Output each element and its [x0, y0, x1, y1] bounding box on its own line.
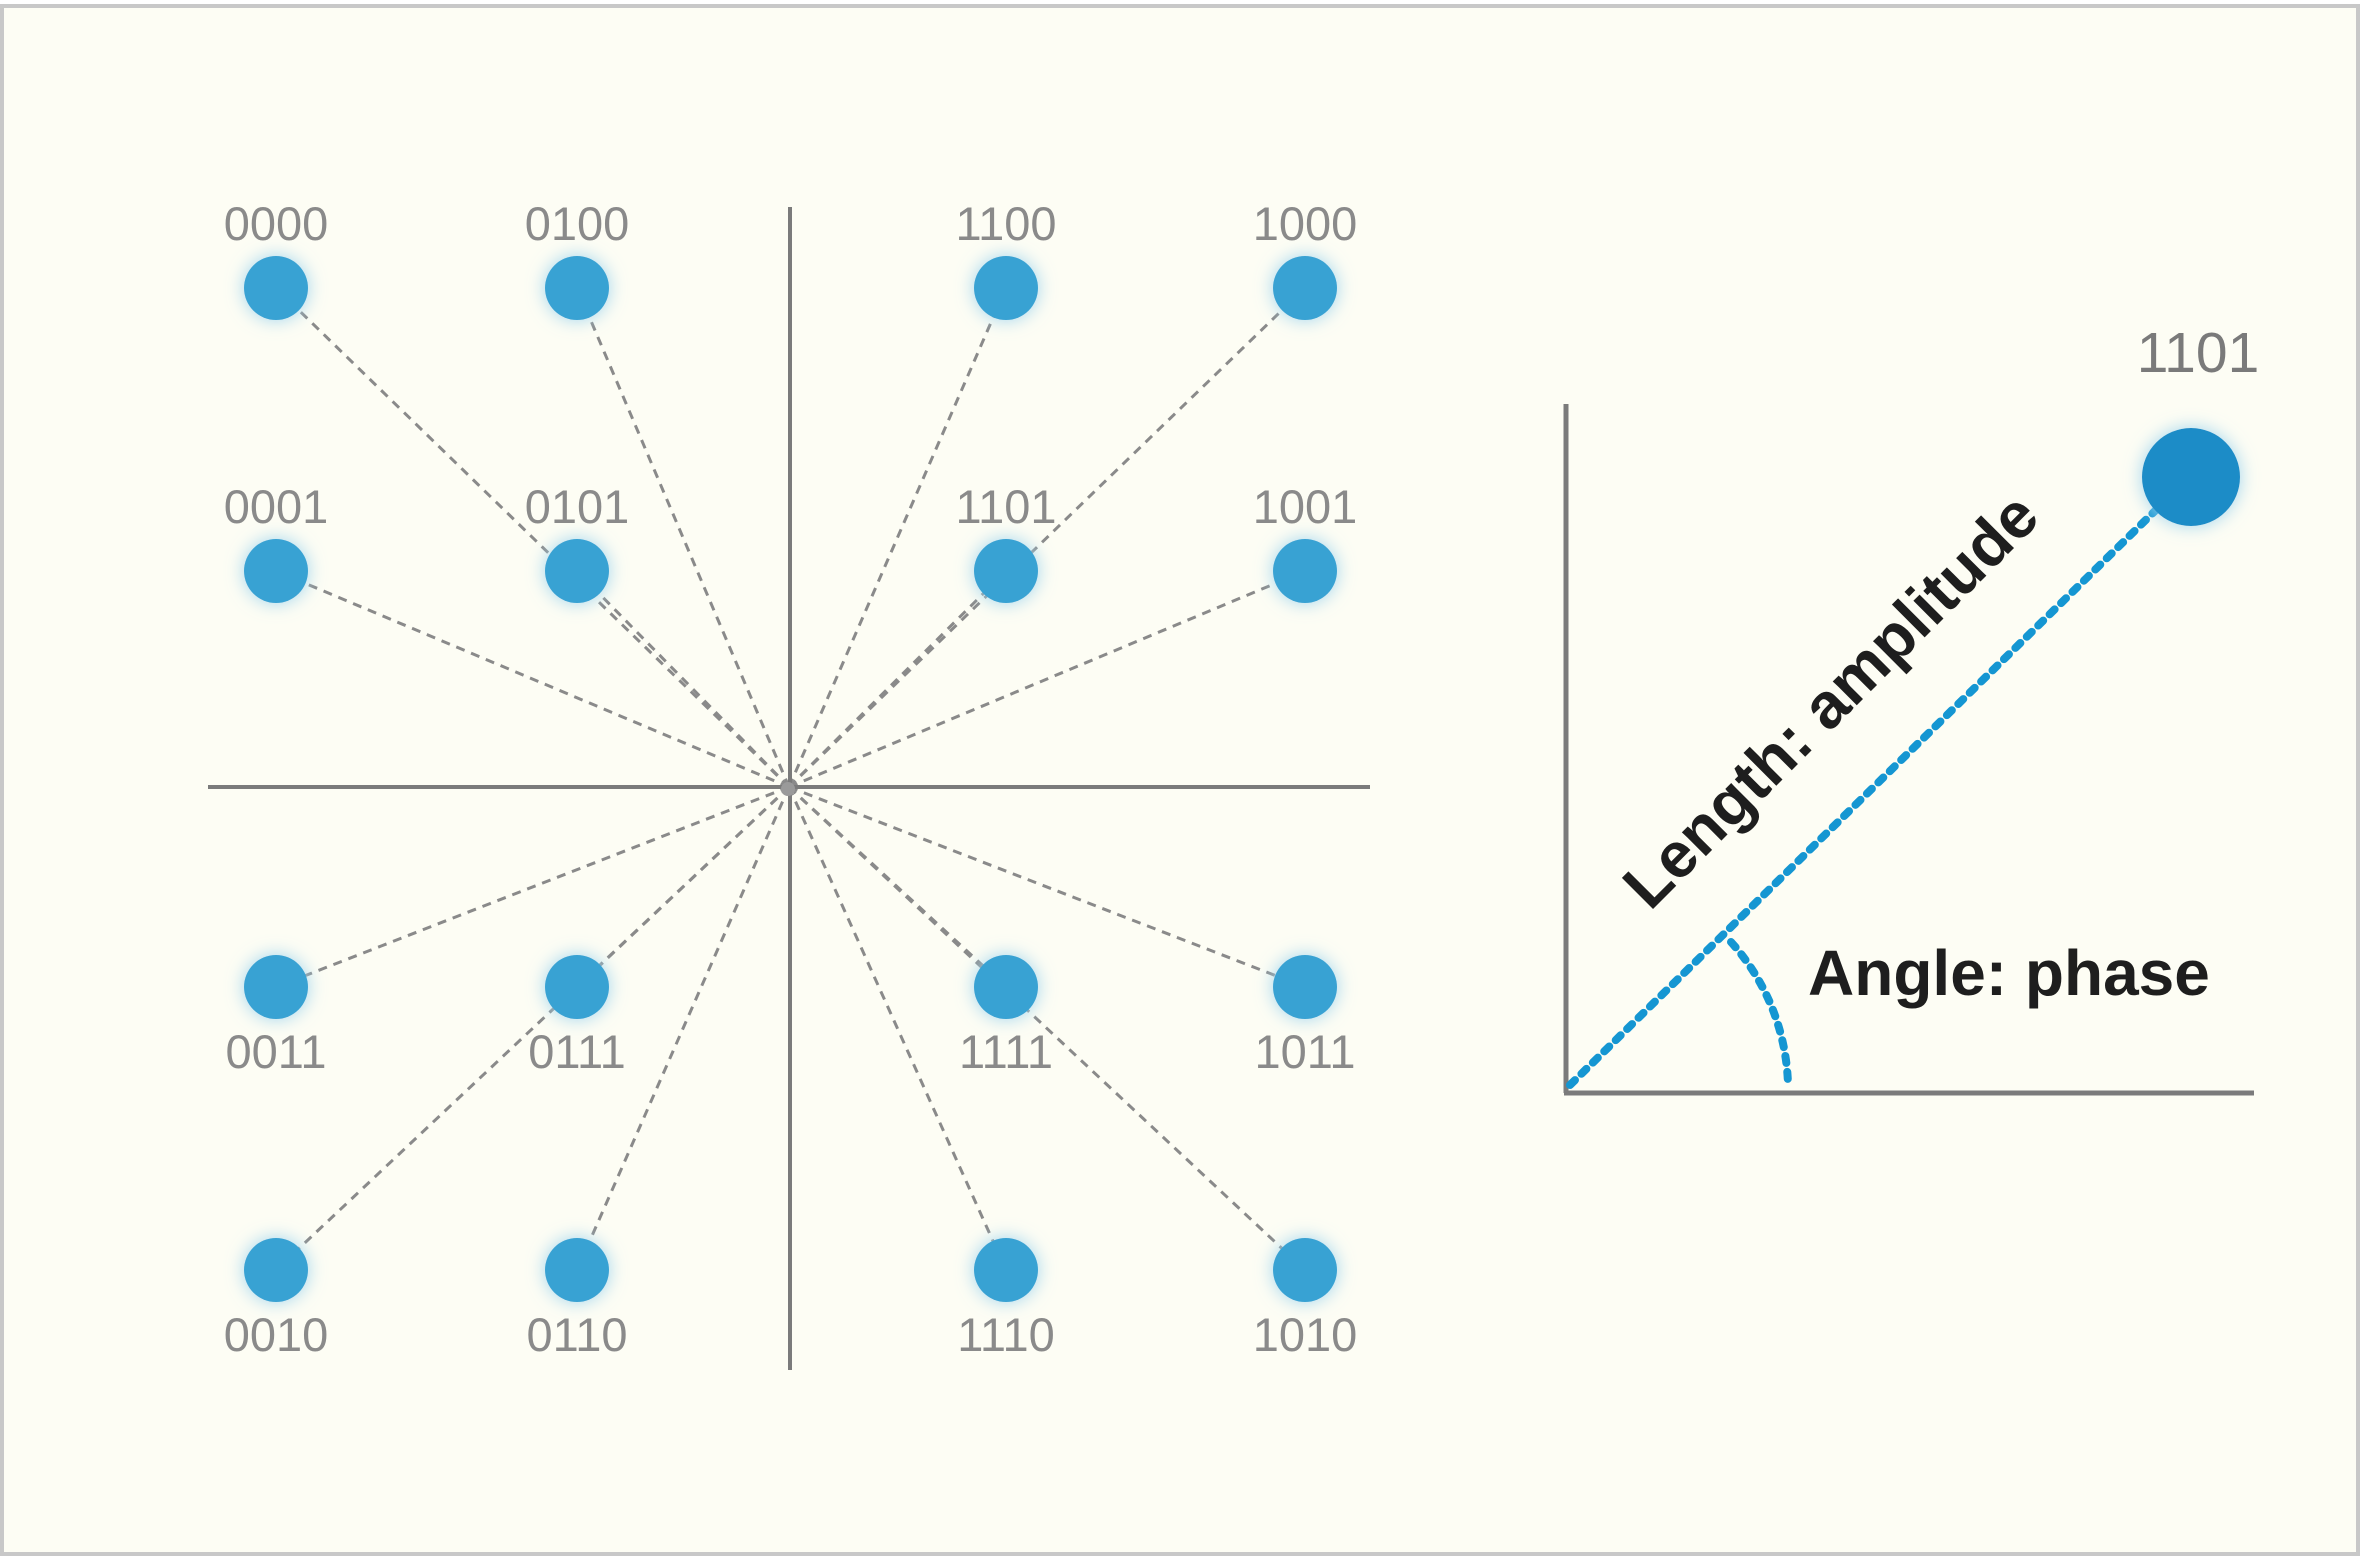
connector-0110	[575, 786, 791, 1271]
label-1011: 1011	[1254, 1025, 1355, 1078]
label-0001: 0001	[224, 480, 329, 533]
label-0111: 0111	[528, 1025, 626, 1078]
label-0010: 0010	[224, 1308, 329, 1361]
point-0101	[545, 539, 609, 603]
connector-1000	[787, 286, 1307, 789]
label-1000: 1000	[1253, 197, 1358, 250]
connector-1101	[787, 569, 1008, 789]
constellation-diagram: 0000 0100 1100 1000 0001 0101 1101 1001 0011 0111…	[208, 197, 1370, 1370]
point-1100	[974, 256, 1038, 320]
point-1011	[1273, 955, 1337, 1019]
origin-marker	[781, 782, 795, 796]
connector-lines	[274, 286, 1307, 1272]
amplitude-line	[1566, 502, 2164, 1089]
label-0101: 0101	[525, 480, 630, 533]
connector-1100	[787, 287, 1008, 788]
point-1001	[1273, 539, 1337, 603]
connector-0010	[274, 785, 791, 1272]
connector-0100	[575, 287, 791, 788]
point-1110	[974, 1238, 1038, 1302]
point-0010	[244, 1238, 308, 1302]
connector-1110	[787, 786, 1008, 1271]
constellation-labels: 0000 0100 1100 1000 0001 0101 1101 1001 0011 0111…	[224, 197, 1358, 1361]
connector-0101	[575, 569, 791, 789]
label-1001: 1001	[1253, 480, 1358, 533]
point-1000	[1273, 256, 1337, 320]
point-0110	[545, 1238, 609, 1302]
label-1110: 1110	[957, 1308, 1055, 1361]
phase-arc	[1727, 938, 1792, 1089]
point-1010	[1273, 1238, 1337, 1302]
highlighted-point-label: 1101	[2137, 321, 2260, 385]
label-0000: 0000	[224, 197, 329, 250]
label-0110: 0110	[526, 1308, 627, 1361]
point-1101	[974, 539, 1038, 603]
label-1101: 1101	[955, 480, 1056, 533]
constellation-points	[244, 256, 1337, 1302]
point-0001	[244, 539, 308, 603]
connector-0001	[275, 569, 790, 789]
connector-1011	[788, 785, 1306, 989]
label-1010: 1010	[1253, 1308, 1358, 1361]
phase-label: Angle: phase	[1808, 937, 2210, 1009]
label-0100: 0100	[525, 197, 630, 250]
label-1111: 1111	[959, 1025, 1053, 1078]
point-0000	[244, 256, 308, 320]
point-0011	[244, 955, 308, 1019]
point-1111	[974, 955, 1038, 1019]
label-1100: 1100	[955, 197, 1056, 250]
connector-0000	[274, 286, 791, 789]
connector-0011	[275, 785, 790, 989]
connector-1001	[788, 569, 1306, 789]
point-0111	[545, 955, 609, 1019]
point-0100	[545, 256, 609, 320]
connector-1010	[787, 785, 1307, 1272]
figure-background	[0, 4, 2360, 1556]
highlighted-point	[2142, 428, 2240, 526]
label-0011: 0011	[225, 1025, 326, 1078]
